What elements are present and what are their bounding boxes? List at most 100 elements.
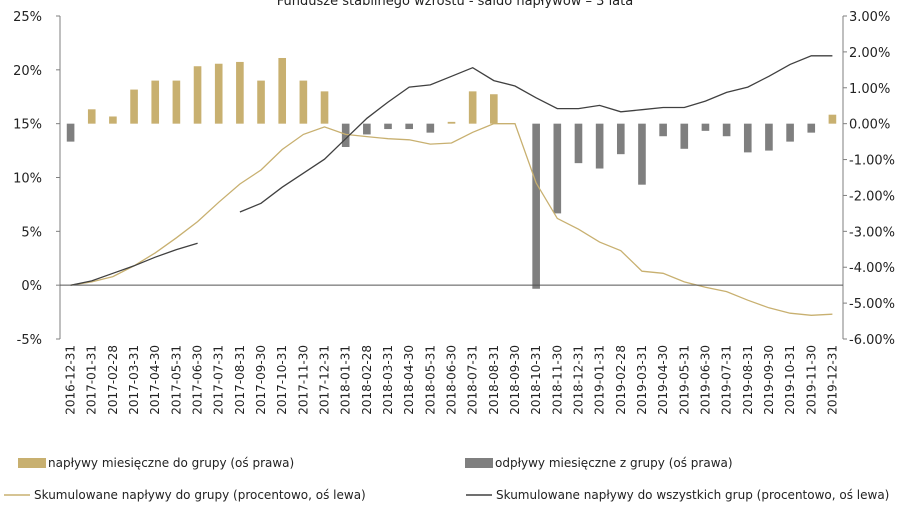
bar-inflow <box>278 57 287 124</box>
left-tick-label: 25% <box>13 10 42 25</box>
bar-inflow <box>214 63 223 124</box>
x-tick-label: 2017-02-28 <box>106 345 120 415</box>
legend-label-outflow: odpływy miesięczne z grupy (oś prawa) <box>495 456 733 470</box>
bar-inflow <box>87 109 96 124</box>
bar-inflow <box>130 89 138 124</box>
legend: napływy miesięczne do grupy (oś prawa) o… <box>4 456 889 502</box>
legend-swatch-outflow <box>465 458 493 468</box>
left-tick-label: 10% <box>13 172 42 187</box>
bar-outflow <box>595 123 604 169</box>
x-tick-label: 2017-06-30 <box>191 345 205 415</box>
bar-outflow <box>426 123 435 133</box>
bar-outflow <box>532 123 540 289</box>
x-tick-label: 2018-11-30 <box>550 345 564 415</box>
right-tick-label: -2.00% <box>849 189 895 204</box>
bar-outflow <box>701 123 710 131</box>
x-tick-label: 2016-12-31 <box>64 345 78 415</box>
x-tick-label: 2017-05-31 <box>169 345 183 415</box>
right-tick-label: 0.00% <box>849 118 890 133</box>
x-tick-label: 2019-06-30 <box>698 345 712 415</box>
bar-outflow <box>341 123 350 147</box>
bar-outflow <box>553 123 562 214</box>
x-tick-label: 2017-08-31 <box>233 345 247 415</box>
bar-inflow <box>257 80 265 124</box>
x-tick-label: 2018-07-31 <box>466 345 480 415</box>
left-tick-label: -5% <box>17 333 42 348</box>
x-tick-label: 2019-07-31 <box>720 345 734 415</box>
bar-inflow <box>109 116 117 124</box>
right-tick-label: -5.00% <box>849 297 895 312</box>
left-tick-label: 15% <box>13 118 42 133</box>
x-tick-label: 2018-05-31 <box>423 345 437 415</box>
bars-layer <box>66 57 837 289</box>
bar-outflow <box>363 123 371 135</box>
bar-inflow <box>490 94 498 124</box>
bar-outflow <box>722 123 731 137</box>
bar-outflow <box>743 123 752 153</box>
x-tick-label: 2019-10-31 <box>783 345 797 415</box>
bar-outflow <box>680 123 689 149</box>
right-tick-label: 3.00% <box>849 10 890 25</box>
bar-outflow <box>765 123 773 151</box>
x-tick-label: 2018-03-31 <box>381 345 395 415</box>
right-tick-label: -6.00% <box>849 333 895 348</box>
x-tick-label: 2017-12-31 <box>318 345 332 415</box>
bar-outflow <box>574 123 583 164</box>
x-axis: 2016-12-31 2017-01-31 2017-02-28 2017-03-31… <box>64 345 840 415</box>
x-tick-label: 2019-02-28 <box>614 345 628 415</box>
x-tick-label: 2019-11-30 <box>804 345 818 415</box>
x-tick-label: 2018-04-30 <box>402 345 416 415</box>
bar-inflow <box>468 91 477 124</box>
x-tick-label: 2017-03-31 <box>127 345 141 415</box>
x-tick-label: 2017-07-31 <box>212 345 226 415</box>
right-tick-label: 2.00% <box>849 46 890 61</box>
bar-inflow <box>828 114 837 124</box>
x-tick-label: 2018-02-28 <box>360 345 374 415</box>
x-tick-label: 2018-12-31 <box>571 345 585 415</box>
bar-outflow <box>384 123 392 130</box>
x-tick-label: 2018-01-31 <box>339 345 353 415</box>
left-tick-label: 5% <box>21 225 42 240</box>
lines-layer <box>60 55 843 316</box>
left-tick-label: 20% <box>13 64 42 79</box>
x-tick-label: 2019-08-31 <box>741 345 755 415</box>
bar-outflow <box>807 123 816 133</box>
x-tick-label: 2018-08-31 <box>487 345 501 415</box>
right-tick-label: 1.00% <box>849 82 890 97</box>
bar-outflow <box>66 123 75 142</box>
legend-swatch-inflow <box>18 458 46 468</box>
bar-inflow <box>320 91 329 124</box>
right-tick-label: -4.00% <box>849 261 895 276</box>
left-axis: 25% 20% 15% 10% 5% 0% -5% <box>13 10 61 348</box>
bar-outflow <box>659 123 667 137</box>
bar-inflow <box>236 61 244 124</box>
bar-outflow <box>616 123 625 155</box>
bar-inflow <box>193 66 202 124</box>
bar-outflow <box>405 123 413 130</box>
right-axis: 3.00% 2.00% 1.00% 0.00% -1.00% -2.00% -3.00% -4… <box>842 10 895 348</box>
legend-label-inflow: napływy miesięczne do grupy (oś prawa) <box>48 456 294 470</box>
bar-inflow <box>299 80 308 124</box>
bar-inflow <box>151 80 160 124</box>
x-tick-label: 2019-04-30 <box>656 345 670 415</box>
x-tick-label: 2018-10-31 <box>529 345 543 415</box>
x-tick-label: 2019-03-31 <box>635 345 649 415</box>
x-tick-label: 2017-04-30 <box>148 345 162 415</box>
x-tick-label: 2018-09-30 <box>508 345 522 415</box>
line-group-cumulative <box>70 123 833 316</box>
x-tick-label: 2017-10-31 <box>275 345 289 415</box>
x-tick-label: 2019-01-31 <box>593 345 607 415</box>
x-tick-label: 2017-09-30 <box>254 345 268 415</box>
x-tick-label: 2019-09-30 <box>762 345 776 415</box>
legend-label-line-all: Skumulowane napływy do wszystkich grup (… <box>496 488 889 502</box>
right-tick-label: -1.00% <box>849 154 895 169</box>
bar-outflow <box>786 123 794 142</box>
x-tick-label: 2017-01-31 <box>85 345 99 415</box>
chart-title: Fundusze stabilnego wzrostu - saldo napł… <box>277 0 633 9</box>
x-tick-label: 2017-11-30 <box>296 345 310 415</box>
right-tick-label: -3.00% <box>849 225 895 240</box>
bar-inflow <box>172 80 181 124</box>
line-all-cumulative <box>70 55 833 286</box>
x-tick-label: 2018-06-30 <box>445 345 459 415</box>
